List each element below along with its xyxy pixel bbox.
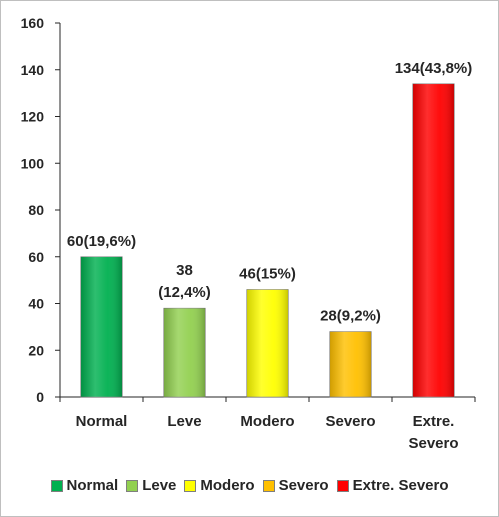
x-category-label: Extre. <box>413 413 455 430</box>
x-category-label: Normal <box>76 413 128 430</box>
bar-shading <box>329 331 372 397</box>
legend-label: Severo <box>278 477 329 494</box>
y-tick-label: 120 <box>21 109 45 125</box>
y-tick-label: 20 <box>28 342 44 358</box>
legend-swatch <box>262 479 275 492</box>
y-tick-label: 80 <box>28 202 44 218</box>
bar-shading <box>80 256 123 397</box>
legend-item: Leve <box>126 477 176 494</box>
y-tick-label: 100 <box>21 155 45 171</box>
legend-swatch <box>336 479 349 492</box>
legend-item: Modero <box>184 477 255 494</box>
y-tick-label: 40 <box>28 296 44 312</box>
legend-item: Extre. Severo <box>336 477 449 494</box>
bar-data-label: (12,4%) <box>158 284 211 301</box>
legend-item: Severo <box>262 477 329 494</box>
legend-swatch <box>184 479 197 492</box>
legend-label: Extre. Severo <box>352 477 449 494</box>
legend-label: Leve <box>142 477 177 494</box>
y-tick-label: 60 <box>28 249 44 265</box>
x-category-label: Severo <box>325 413 375 430</box>
legend-item: Normal <box>50 477 119 494</box>
legend: Normal Leve Modero Severo Extre. Severo <box>0 477 499 494</box>
axes: 0 20 40 60 80 100 120 140 160 Normal Leve Modero Sev… <box>21 15 476 452</box>
bar-shading <box>163 308 206 397</box>
legend-label: Normal <box>66 477 119 494</box>
bar-data-label: 46(15%) <box>239 265 296 282</box>
y-tick-label: 0 <box>36 389 44 405</box>
y-tick-label: 160 <box>21 15 45 31</box>
y-tick-label: 140 <box>21 62 45 78</box>
x-category-label: Modero <box>240 413 294 430</box>
data-labels: 60(19,6%) 38 (12,4%) 46(15%) 28(9,2%) 134(43,… <box>67 60 472 325</box>
bar-data-label: 134(43,8%) <box>395 60 473 77</box>
bar-data-label: 38 <box>176 262 193 279</box>
bars <box>80 83 455 398</box>
legend-label: Modero <box>200 477 255 494</box>
legend-swatch <box>50 479 63 492</box>
bar-data-label: 60(19,6%) <box>67 233 136 250</box>
bar-shading <box>412 83 455 398</box>
bar-data-label: 28(9,2%) <box>320 308 381 325</box>
x-category-label: Leve <box>167 413 201 430</box>
legend-swatch <box>126 479 139 492</box>
bar-shading <box>246 289 289 397</box>
x-category-label: Severo <box>408 435 458 452</box>
